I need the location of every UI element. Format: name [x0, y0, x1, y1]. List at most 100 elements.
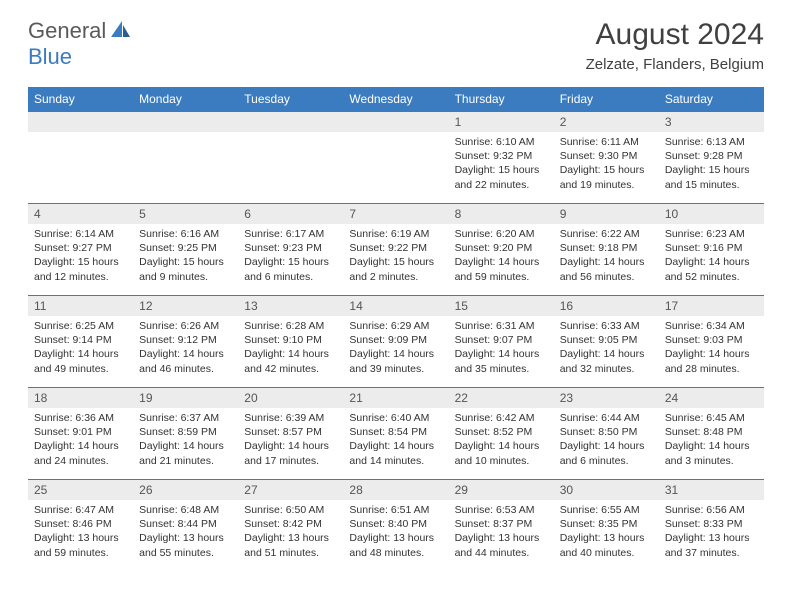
calendar-day-cell: 31Sunrise: 6:56 AMSunset: 8:33 PMDayligh…: [659, 480, 764, 572]
calendar-day-cell: 27Sunrise: 6:50 AMSunset: 8:42 PMDayligh…: [238, 480, 343, 572]
day-details: Sunrise: 6:37 AMSunset: 8:59 PMDaylight:…: [133, 408, 238, 472]
calendar-day-cell: 9Sunrise: 6:22 AMSunset: 9:18 PMDaylight…: [554, 204, 659, 296]
calendar-table: SundayMondayTuesdayWednesdayThursdayFrid…: [28, 87, 764, 572]
calendar-day-cell: 2Sunrise: 6:11 AMSunset: 9:30 PMDaylight…: [554, 112, 659, 204]
day-details: Sunrise: 6:44 AMSunset: 8:50 PMDaylight:…: [554, 408, 659, 472]
calendar-day-cell: 21Sunrise: 6:40 AMSunset: 8:54 PMDayligh…: [343, 388, 448, 480]
calendar-head: SundayMondayTuesdayWednesdayThursdayFrid…: [28, 87, 764, 112]
calendar-day-cell: 30Sunrise: 6:55 AMSunset: 8:35 PMDayligh…: [554, 480, 659, 572]
day-details: Sunrise: 6:29 AMSunset: 9:09 PMDaylight:…: [343, 316, 448, 380]
calendar-day-cell: 4Sunrise: 6:14 AMSunset: 9:27 PMDaylight…: [28, 204, 133, 296]
weekday-header: Saturday: [659, 87, 764, 112]
day-details: Sunrise: 6:31 AMSunset: 9:07 PMDaylight:…: [449, 316, 554, 380]
day-details: Sunrise: 6:20 AMSunset: 9:20 PMDaylight:…: [449, 224, 554, 288]
day-number-empty: [343, 112, 448, 132]
weekday-header: Thursday: [449, 87, 554, 112]
day-details: Sunrise: 6:50 AMSunset: 8:42 PMDaylight:…: [238, 500, 343, 564]
day-details: Sunrise: 6:22 AMSunset: 9:18 PMDaylight:…: [554, 224, 659, 288]
day-number: 2: [554, 112, 659, 132]
day-details: Sunrise: 6:13 AMSunset: 9:28 PMDaylight:…: [659, 132, 764, 196]
day-details: Sunrise: 6:14 AMSunset: 9:27 PMDaylight:…: [28, 224, 133, 288]
calendar-day-cell: 17Sunrise: 6:34 AMSunset: 9:03 PMDayligh…: [659, 296, 764, 388]
calendar-day-cell: 18Sunrise: 6:36 AMSunset: 9:01 PMDayligh…: [28, 388, 133, 480]
day-details: Sunrise: 6:51 AMSunset: 8:40 PMDaylight:…: [343, 500, 448, 564]
day-number: 11: [28, 296, 133, 316]
calendar-day-cell: 25Sunrise: 6:47 AMSunset: 8:46 PMDayligh…: [28, 480, 133, 572]
day-number: 18: [28, 388, 133, 408]
logo-text-general: General: [28, 18, 106, 44]
calendar-day-cell: 11Sunrise: 6:25 AMSunset: 9:14 PMDayligh…: [28, 296, 133, 388]
calendar-day-cell: 10Sunrise: 6:23 AMSunset: 9:16 PMDayligh…: [659, 204, 764, 296]
title-block: August 2024 Zelzate, Flanders, Belgium: [586, 18, 764, 73]
day-details: Sunrise: 6:19 AMSunset: 9:22 PMDaylight:…: [343, 224, 448, 288]
calendar-day-cell: 26Sunrise: 6:48 AMSunset: 8:44 PMDayligh…: [133, 480, 238, 572]
day-number: 12: [133, 296, 238, 316]
weekday-header: Tuesday: [238, 87, 343, 112]
day-details: Sunrise: 6:23 AMSunset: 9:16 PMDaylight:…: [659, 224, 764, 288]
calendar-day-cell: 15Sunrise: 6:31 AMSunset: 9:07 PMDayligh…: [449, 296, 554, 388]
logo-sail-icon: [110, 20, 132, 43]
weekday-header: Wednesday: [343, 87, 448, 112]
day-number-empty: [133, 112, 238, 132]
calendar-day-cell: 13Sunrise: 6:28 AMSunset: 9:10 PMDayligh…: [238, 296, 343, 388]
day-number: 26: [133, 480, 238, 500]
day-number: 14: [343, 296, 448, 316]
day-number: 13: [238, 296, 343, 316]
weekday-header: Sunday: [28, 87, 133, 112]
logo: General: [28, 18, 134, 44]
day-number: 16: [554, 296, 659, 316]
month-title: August 2024: [586, 18, 764, 52]
calendar-day-cell: 28Sunrise: 6:51 AMSunset: 8:40 PMDayligh…: [343, 480, 448, 572]
weekday-header: Monday: [133, 87, 238, 112]
calendar-day-cell: 29Sunrise: 6:53 AMSunset: 8:37 PMDayligh…: [449, 480, 554, 572]
calendar-day-cell: 23Sunrise: 6:44 AMSunset: 8:50 PMDayligh…: [554, 388, 659, 480]
day-details: Sunrise: 6:53 AMSunset: 8:37 PMDaylight:…: [449, 500, 554, 564]
day-number: 23: [554, 388, 659, 408]
weekday-header: Friday: [554, 87, 659, 112]
location-text: Zelzate, Flanders, Belgium: [586, 56, 764, 73]
day-number-empty: [28, 112, 133, 132]
day-number: 24: [659, 388, 764, 408]
calendar-day-cell: 3Sunrise: 6:13 AMSunset: 9:28 PMDaylight…: [659, 112, 764, 204]
day-details: Sunrise: 6:25 AMSunset: 9:14 PMDaylight:…: [28, 316, 133, 380]
day-number: 22: [449, 388, 554, 408]
day-number-empty: [238, 112, 343, 132]
calendar-day-cell: 1Sunrise: 6:10 AMSunset: 9:32 PMDaylight…: [449, 112, 554, 204]
day-details: Sunrise: 6:10 AMSunset: 9:32 PMDaylight:…: [449, 132, 554, 196]
day-details: Sunrise: 6:16 AMSunset: 9:25 PMDaylight:…: [133, 224, 238, 288]
calendar-row: 1Sunrise: 6:10 AMSunset: 9:32 PMDaylight…: [28, 112, 764, 204]
day-details: Sunrise: 6:34 AMSunset: 9:03 PMDaylight:…: [659, 316, 764, 380]
day-number: 30: [554, 480, 659, 500]
day-details: Sunrise: 6:55 AMSunset: 8:35 PMDaylight:…: [554, 500, 659, 564]
day-number: 7: [343, 204, 448, 224]
calendar-day-cell: 24Sunrise: 6:45 AMSunset: 8:48 PMDayligh…: [659, 388, 764, 480]
day-number: 27: [238, 480, 343, 500]
day-details: Sunrise: 6:42 AMSunset: 8:52 PMDaylight:…: [449, 408, 554, 472]
day-details: Sunrise: 6:45 AMSunset: 8:48 PMDaylight:…: [659, 408, 764, 472]
day-number: 8: [449, 204, 554, 224]
day-number: 19: [133, 388, 238, 408]
calendar-day-cell: 14Sunrise: 6:29 AMSunset: 9:09 PMDayligh…: [343, 296, 448, 388]
calendar-empty-cell: [133, 112, 238, 204]
day-details: Sunrise: 6:40 AMSunset: 8:54 PMDaylight:…: [343, 408, 448, 472]
calendar-day-cell: 12Sunrise: 6:26 AMSunset: 9:12 PMDayligh…: [133, 296, 238, 388]
day-number: 25: [28, 480, 133, 500]
calendar-day-cell: 5Sunrise: 6:16 AMSunset: 9:25 PMDaylight…: [133, 204, 238, 296]
day-number: 3: [659, 112, 764, 132]
calendar-row: 18Sunrise: 6:36 AMSunset: 9:01 PMDayligh…: [28, 388, 764, 480]
day-details: Sunrise: 6:47 AMSunset: 8:46 PMDaylight:…: [28, 500, 133, 564]
calendar-row: 4Sunrise: 6:14 AMSunset: 9:27 PMDaylight…: [28, 204, 764, 296]
day-details: Sunrise: 6:17 AMSunset: 9:23 PMDaylight:…: [238, 224, 343, 288]
calendar-row: 11Sunrise: 6:25 AMSunset: 9:14 PMDayligh…: [28, 296, 764, 388]
day-number: 17: [659, 296, 764, 316]
day-number: 10: [659, 204, 764, 224]
day-number: 5: [133, 204, 238, 224]
calendar-day-cell: 7Sunrise: 6:19 AMSunset: 9:22 PMDaylight…: [343, 204, 448, 296]
day-number: 1: [449, 112, 554, 132]
day-number: 21: [343, 388, 448, 408]
calendar-empty-cell: [28, 112, 133, 204]
day-details: Sunrise: 6:48 AMSunset: 8:44 PMDaylight:…: [133, 500, 238, 564]
day-details: Sunrise: 6:33 AMSunset: 9:05 PMDaylight:…: [554, 316, 659, 380]
day-number: 28: [343, 480, 448, 500]
calendar-body: 1Sunrise: 6:10 AMSunset: 9:32 PMDaylight…: [28, 112, 764, 572]
